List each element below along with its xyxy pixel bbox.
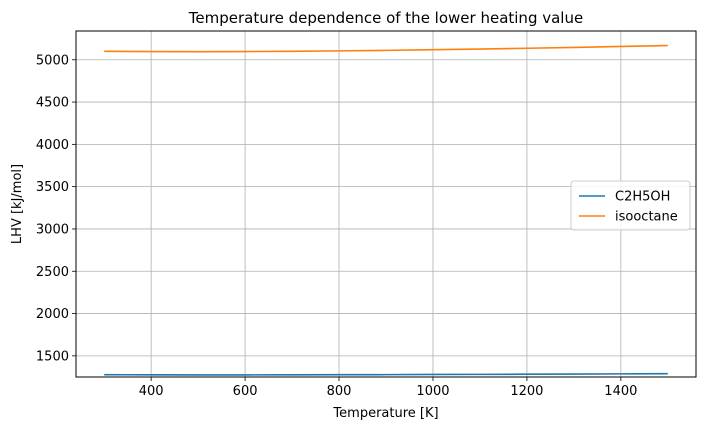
x-axis-label: Temperature [K] bbox=[332, 406, 438, 421]
plot-frame bbox=[75, 30, 697, 378]
series-line-0 bbox=[104, 372, 668, 376]
y-tick-label: 1500 bbox=[36, 349, 69, 364]
x-tick-label: 1000 bbox=[416, 384, 449, 399]
series-layer bbox=[104, 44, 668, 376]
x-axis: 400 600 800 1000 1200 1400 bbox=[139, 377, 637, 399]
y-tick-label: 2500 bbox=[36, 265, 69, 280]
legend-label: isooctane bbox=[615, 210, 678, 225]
x-tick-label: 400 bbox=[139, 384, 164, 399]
series-line-1 bbox=[104, 44, 668, 53]
y-tick-label: 3500 bbox=[36, 180, 69, 195]
x-tick-label: 1200 bbox=[510, 384, 543, 399]
grid bbox=[76, 31, 696, 377]
legend: C2H5OH isooctane bbox=[570, 180, 691, 231]
y-axis: 1500 2000 2500 3000 3500 4000 4500 5000 bbox=[36, 53, 76, 364]
x-tick-label: 600 bbox=[233, 384, 258, 399]
y-tick-label: 3000 bbox=[36, 222, 69, 237]
y-tick-label: 4500 bbox=[36, 96, 69, 111]
chart-title: Temperature dependence of the lower heat… bbox=[188, 9, 583, 27]
y-tick-label: 4000 bbox=[36, 138, 69, 153]
y-tick-label: 2000 bbox=[36, 307, 69, 322]
x-tick-label: 1400 bbox=[604, 384, 637, 399]
y-tick-label: 5000 bbox=[36, 53, 69, 68]
y-axis-label: LHV [kJ/mol] bbox=[10, 164, 25, 244]
legend-label: C2H5OH bbox=[615, 190, 670, 205]
legend-box bbox=[570, 180, 691, 231]
x-tick-label: 800 bbox=[327, 384, 352, 399]
